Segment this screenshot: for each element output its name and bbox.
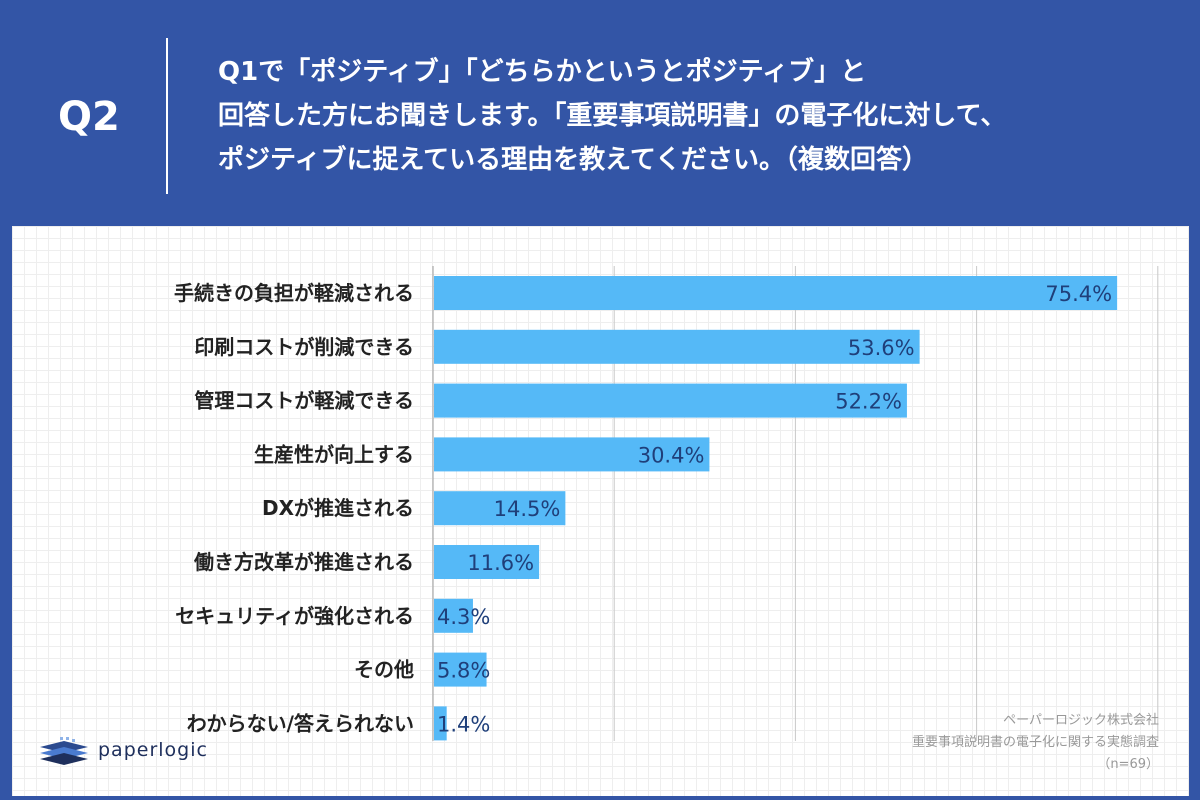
bar [434,329,920,364]
value-label: 4.3% [437,605,490,629]
category-label: 手続きの負担が軽減される [174,281,414,305]
logo-text: paperlogic [98,739,208,761]
bar [434,545,540,579]
credit: ペーパーロジック株式会社 重要事項説明書の電子化に関する実態調査 （n=69） [912,710,1159,776]
chart-panel: 手続きの負担が軽減される 75.4% 印刷コストが削減できる 53.6% 管理コストが軽… [12,226,1189,796]
question-line: ポジティブに捉えている理由を教えてください。（複数回答） [218,145,929,175]
credit-company: ペーパーロジック株式会社 [1003,713,1159,728]
category-label: わからない/答えられない [187,711,414,735]
category-label: その他 [354,658,414,682]
question-line: 回答した方にお聞きします。「重要事項説明書」の電子化に対して、 [218,101,1007,131]
bar [434,598,473,633]
credit-sample-size: （n=69） [1097,757,1159,772]
value-label: 53.6% [848,336,915,360]
header: Q2 Q1で「ポジティブ」「どちらかというとポジティブ」と 回答した方にお聞きし… [0,0,1200,225]
credit-survey: 重要事項説明書の電子化に関する実態調査 [911,735,1159,750]
value-label: 1.4% [437,712,490,736]
category-label: DXが推進される [262,496,414,520]
bar [434,437,710,472]
value-label: 52.2% [835,390,902,414]
question-line: Q1で「ポジティブ」「どちらかというとポジティブ」と [218,57,867,87]
bar-chart: 手続きの負担が軽減される 75.4% 印刷コストが削減できる 53.6% 管理コストが軽… [174,266,1159,741]
category-label: 印刷コストが削減できる [194,335,414,359]
value-label: 75.4% [1045,282,1112,306]
question-text: Q1で「ポジティブ」「どちらかというとポジティブ」と 回答した方にお聞きします。… [218,50,1178,182]
category-label: 管理コストが軽減できる [194,389,414,413]
bar [434,491,566,526]
value-label: 30.4% [638,443,705,467]
logo-icon [40,737,88,765]
bar [434,276,1118,310]
category-label: 生産性が向上する [254,442,414,466]
value-label: 14.5% [494,497,561,521]
header-divider [166,38,168,194]
bar [434,383,907,418]
question-number: Q2 [58,94,120,140]
category-label: 働き方改革が推進される [193,550,414,574]
bar [434,706,447,741]
value-label: 11.6% [467,551,534,575]
bar [434,652,487,687]
value-label: 5.8% [437,659,490,683]
category-label: セキュリティが強化される [175,604,414,628]
paperlogic-logo: paperlogic [36,733,236,769]
